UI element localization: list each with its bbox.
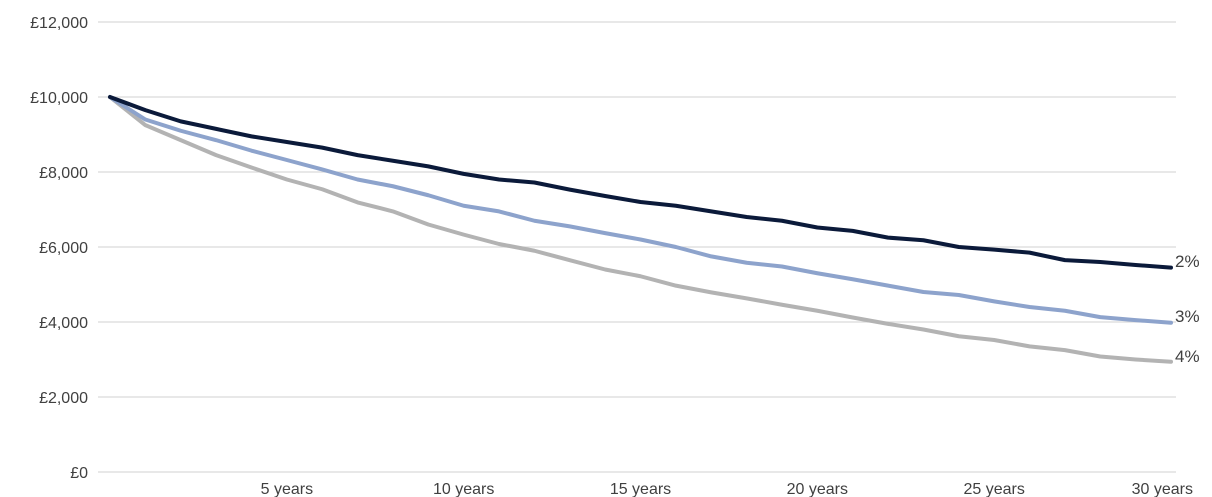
y-tick-label: £4,000 <box>39 315 88 332</box>
x-axis-tick-labels: 5 years 10 years 15 years 20 years 25 years 3… <box>261 481 1193 497</box>
series-end-label: 2% <box>1175 252 1200 271</box>
y-tick-label: £10,000 <box>30 90 88 107</box>
series-end-label: 3% <box>1175 307 1200 326</box>
series-end-labels: 2% 3% 4% <box>1175 252 1200 366</box>
y-tick-label: £12,000 <box>30 15 88 32</box>
x-tick-label: 15 years <box>610 481 671 497</box>
x-tick-label: 5 years <box>261 481 313 497</box>
x-tick-label: 20 years <box>787 481 848 497</box>
y-tick-label: £2,000 <box>39 390 88 407</box>
series-line-3-percent <box>108 95 1173 325</box>
y-tick-label: £6,000 <box>39 240 88 257</box>
series-lines <box>108 95 1173 364</box>
y-tick-label: £0 <box>70 465 88 482</box>
x-tick-label: 10 years <box>433 481 494 497</box>
y-tick-label: £8,000 <box>39 165 88 182</box>
x-tick-label: 25 years <box>963 481 1024 497</box>
y-axis-tick-labels: £0 £2,000 £4,000 £6,000 £8,000 £10,000 £12,000 <box>30 15 88 482</box>
series-line-4-percent <box>108 95 1173 364</box>
series-end-label: 4% <box>1175 347 1200 366</box>
gridlines <box>98 21 1176 473</box>
series-line-2-percent <box>108 95 1173 270</box>
x-tick-label: 30 years <box>1132 481 1193 497</box>
